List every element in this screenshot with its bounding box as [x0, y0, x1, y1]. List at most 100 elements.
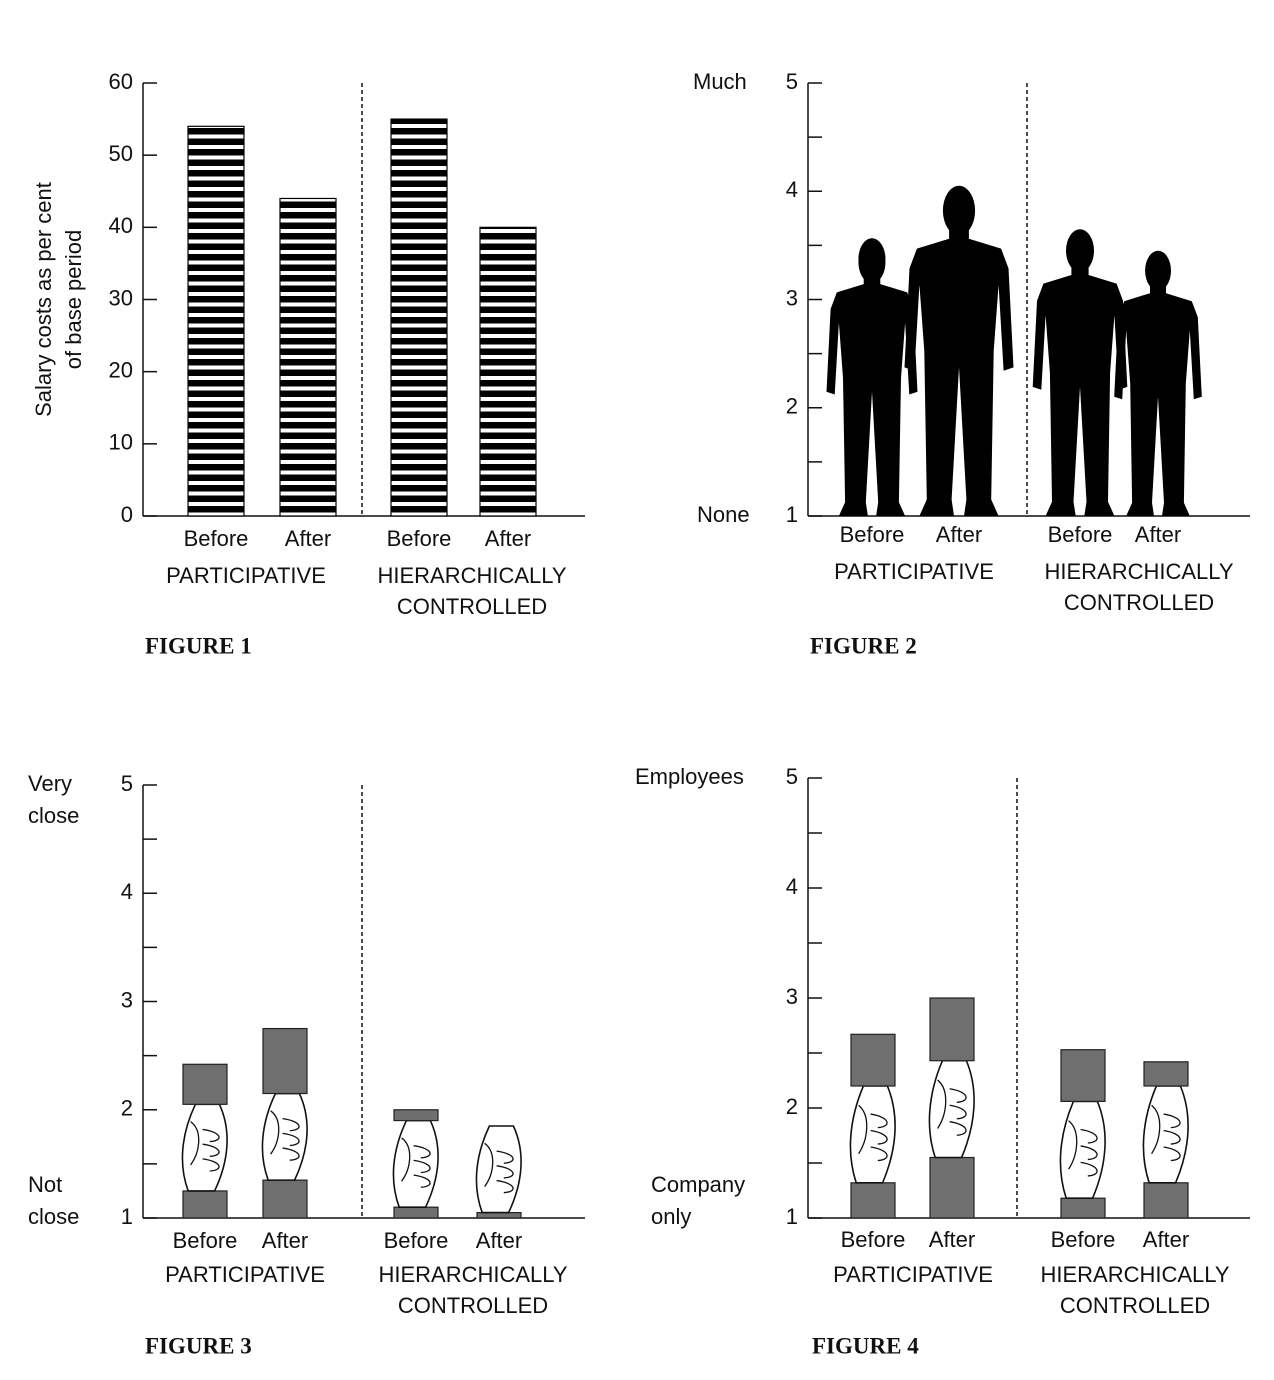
finger-line	[202, 1143, 220, 1157]
y-tick-label: 5	[121, 771, 133, 796]
y-tick-label: 20	[109, 357, 133, 382]
finger-line	[1080, 1145, 1098, 1161]
finger-line	[496, 1179, 514, 1194]
group-label: PARTICIPATIVE	[166, 563, 326, 588]
finger-line	[870, 1129, 888, 1145]
x-tick-label: After	[1143, 1227, 1189, 1252]
upper-box	[850, 1033, 896, 1087]
y-tick-label: 3	[786, 984, 798, 1009]
finger-line	[1163, 1113, 1181, 1129]
handshake-icon	[1142, 1085, 1189, 1184]
finger-line	[496, 1165, 514, 1179]
handshake-icon	[392, 1119, 439, 1208]
thumb-line	[1068, 1120, 1078, 1170]
upper-box	[1060, 1049, 1106, 1102]
group-label: PARTICIPATIVE	[165, 1262, 325, 1287]
hand-outline	[849, 1085, 896, 1184]
thumb-line	[1151, 1104, 1161, 1155]
x-tick-label: Before	[841, 1227, 906, 1252]
finger-line	[949, 1104, 967, 1120]
finger-line	[413, 1174, 431, 1188]
group-label: PARTICIPATIVE	[834, 559, 994, 584]
finger-line	[282, 1147, 300, 1161]
coin-stack	[187, 125, 245, 517]
y-tick-label: 40	[109, 213, 133, 238]
hand-outline	[181, 1103, 228, 1192]
y-tick-label: 2	[786, 1094, 798, 1119]
y-tick-label: 5	[786, 764, 798, 789]
coin-stack	[479, 226, 537, 517]
figure-caption: FIGURE 1	[145, 633, 252, 658]
handshake-icon	[849, 1085, 896, 1184]
finger-line	[282, 1132, 300, 1147]
finger-line	[870, 1146, 888, 1162]
lower-box	[1060, 1197, 1106, 1219]
thumb-line	[190, 1121, 200, 1166]
group-label: HIERARCHICALLY CONTROLLED	[377, 563, 566, 619]
finger-line	[1080, 1161, 1098, 1177]
y-bottom-label: None	[697, 502, 750, 527]
x-tick-label: Before	[384, 1228, 449, 1253]
x-tick-label: After	[485, 526, 531, 551]
hand-outline	[475, 1125, 522, 1214]
y-tick-label: 4	[786, 874, 798, 899]
person-silhouette	[826, 238, 918, 516]
x-tick-label: Before	[184, 526, 249, 551]
y-tick-label: 3	[786, 285, 798, 310]
upper-box	[1143, 1061, 1189, 1087]
finger-line	[1080, 1128, 1098, 1144]
x-tick-label: After	[285, 526, 331, 551]
y-tick-label: 10	[109, 430, 133, 455]
finger-line	[1163, 1146, 1181, 1162]
handshake-icon	[928, 1059, 975, 1159]
lower-box	[262, 1179, 308, 1219]
y-tick-label: 0	[121, 502, 133, 527]
y-tick-label: 30	[109, 285, 133, 310]
y-tick-label: 2	[121, 1096, 133, 1121]
upper-box	[182, 1063, 228, 1105]
group-label: HIERARCHICALLY CONTROLLED	[1040, 1262, 1229, 1318]
hand-outline	[392, 1119, 439, 1208]
finger-line	[496, 1150, 514, 1164]
x-tick-label: Before	[173, 1228, 238, 1253]
figure-caption: FIGURE 3	[145, 1333, 252, 1358]
lower-box	[393, 1206, 439, 1219]
finger-line	[202, 1158, 220, 1172]
upper-box	[393, 1109, 439, 1122]
x-tick-label: After	[1135, 522, 1181, 547]
handshake-icon	[1059, 1100, 1106, 1199]
lower-box	[929, 1156, 975, 1219]
finger-line	[949, 1121, 967, 1136]
lower-box	[182, 1190, 228, 1219]
thumb-line	[484, 1142, 494, 1187]
figure-caption: FIGURE 4	[812, 1333, 919, 1358]
x-tick-label: After	[936, 522, 982, 547]
finger-line	[413, 1159, 431, 1174]
finger-line	[202, 1128, 220, 1143]
y-bottom-label: Not close	[28, 1172, 79, 1229]
group-label: HIERARCHICALLY CONTROLLED	[378, 1262, 567, 1318]
coin-stack	[279, 197, 337, 517]
y-tick-label: 1	[786, 1204, 798, 1229]
person-silhouette	[1114, 250, 1202, 516]
y-tick-label: 4	[786, 177, 798, 202]
y-tick-label: 50	[109, 141, 133, 166]
x-tick-label: After	[476, 1228, 522, 1253]
finger-line	[1163, 1129, 1181, 1145]
hand-outline	[1142, 1085, 1189, 1184]
finger-line	[870, 1113, 888, 1129]
x-tick-label: Before	[387, 526, 452, 551]
hand-outline	[1059, 1100, 1106, 1199]
handshake-icon	[475, 1125, 522, 1214]
y-tick-label: 1	[121, 1204, 133, 1229]
upper-box	[262, 1027, 308, 1095]
y-tick-label: 3	[121, 987, 133, 1012]
lower-box	[1143, 1182, 1189, 1219]
finger-line	[413, 1145, 431, 1159]
group-label: PARTICIPATIVE	[833, 1262, 993, 1287]
coin-stack	[390, 118, 448, 517]
handshake-icon	[181, 1103, 228, 1192]
person-silhouette	[1032, 229, 1128, 516]
y-axis-label: Salary costs as per cent of base period	[31, 182, 86, 417]
